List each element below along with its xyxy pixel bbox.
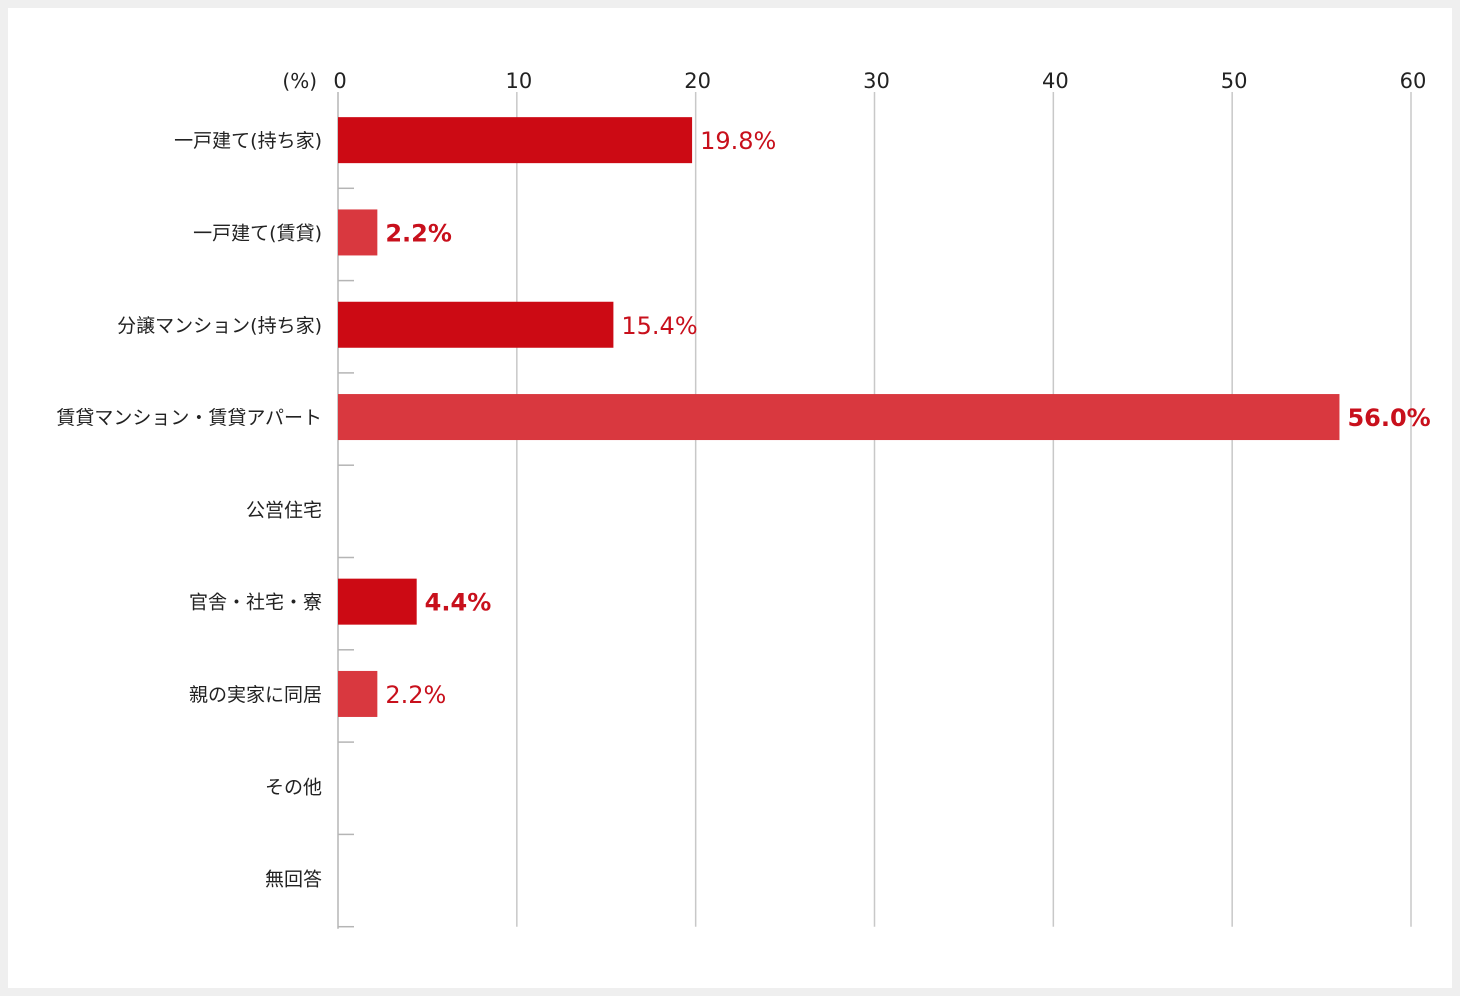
category-label: 無回答 bbox=[265, 869, 322, 891]
category-label: 分譲マンション(持ち家) bbox=[117, 315, 322, 337]
data-label: 19.8% bbox=[700, 127, 776, 155]
x-tick-label: 50 bbox=[1221, 69, 1248, 93]
bar bbox=[338, 578, 417, 625]
data-label: 2.2% bbox=[385, 219, 452, 247]
category-label: 賃貸マンション・賃貸アパート bbox=[56, 407, 322, 429]
bar bbox=[338, 394, 1340, 441]
x-tick-label: 30 bbox=[863, 69, 890, 93]
x-tick-label: 10 bbox=[505, 69, 532, 93]
category-label: 一戸建て(賃貸) bbox=[193, 222, 322, 244]
gridlines bbox=[516, 92, 1412, 927]
labels: 一戸建て(持ち家) 19.8% 一戸建て(賃貸) 2.2% 分譲マンション(持ち家) 15… bbox=[56, 127, 1430, 890]
data-label: 15.4% bbox=[621, 312, 697, 340]
chart-card: 0 10 20 30 40 50 60 (%) 一戸建て(持ち家) 19.8% 一戸建て(賃貸) 2… bbox=[8, 8, 1452, 988]
data-label: 2.2% bbox=[385, 681, 446, 709]
bar bbox=[338, 670, 378, 717]
x-tick-label: 60 bbox=[1400, 69, 1427, 93]
category-label: 親の実家に同居 bbox=[189, 684, 322, 706]
bar bbox=[338, 301, 614, 348]
category-label: 一戸建て(持ち家) bbox=[174, 130, 322, 152]
data-label: 56.0% bbox=[1347, 404, 1430, 432]
axes: 0 10 20 30 40 50 60 (%) bbox=[282, 69, 1426, 929]
category-label: 公営住宅 bbox=[246, 499, 322, 521]
category-label: 官舎・社宅・寮 bbox=[189, 592, 322, 614]
x-tick-label: 40 bbox=[1042, 69, 1069, 93]
bar bbox=[338, 209, 378, 256]
data-label: 4.4% bbox=[425, 589, 492, 617]
x-tick-label: 0 bbox=[333, 69, 346, 93]
bars bbox=[338, 117, 1340, 717]
unit-label: (%) bbox=[282, 69, 317, 93]
category-label: その他 bbox=[265, 776, 322, 798]
bar bbox=[338, 117, 693, 164]
x-tick-label: 20 bbox=[684, 69, 711, 93]
bar-chart: 0 10 20 30 40 50 60 (%) 一戸建て(持ち家) 19.8% 一戸建て(賃貸) 2… bbox=[56, 69, 1431, 929]
